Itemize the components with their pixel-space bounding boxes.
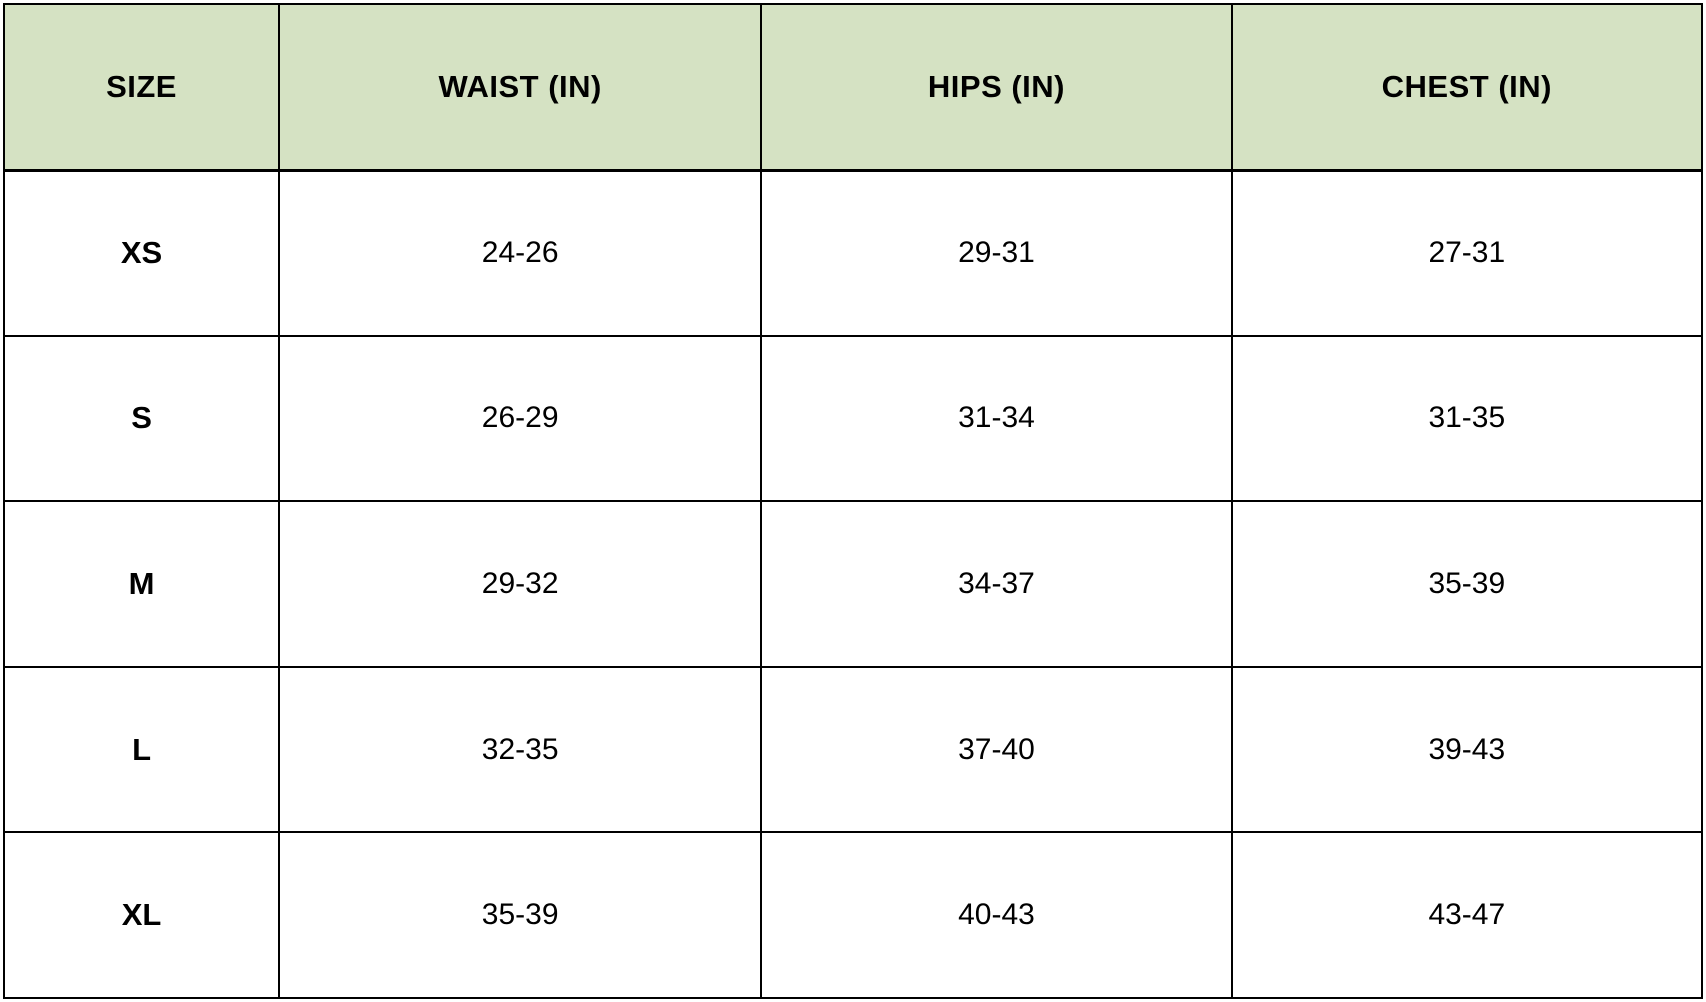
chest-value-cell: 39-43: [1230, 665, 1704, 834]
column-header-waist: WAIST (IN): [278, 3, 763, 172]
hips-value-cell: 31-34: [760, 334, 1233, 503]
table-row-xs: XS 24-26 29-31 27-31: [2, 169, 1704, 337]
table-row-m: M 29-32 34-37 35-39: [2, 500, 1704, 668]
table-row-s: S 26-29 31-34 31-35: [2, 334, 1704, 503]
waist-value-cell: 24-26: [278, 169, 763, 337]
chest-value-cell: 27-31: [1230, 169, 1704, 337]
chest-value-cell: 35-39: [1230, 500, 1704, 668]
waist-value-cell: 32-35: [278, 665, 763, 834]
column-header-size: SIZE: [2, 3, 281, 172]
hips-value-cell: 34-37: [760, 500, 1233, 668]
column-header-hips: HIPS (IN): [760, 3, 1233, 172]
column-header-chest: CHEST (IN): [1230, 3, 1704, 172]
table-body: XS 24-26 29-31 27-31 S 26-29 31-34 31-35…: [2, 169, 1704, 999]
hips-value-cell: 40-43: [760, 831, 1233, 999]
chest-value-cell: 43-47: [1230, 831, 1704, 999]
size-label-cell: S: [2, 334, 281, 503]
size-label-cell: L: [2, 665, 281, 834]
chest-value-cell: 31-35: [1230, 334, 1704, 503]
table-row-l: L 32-35 37-40 39-43: [2, 665, 1704, 834]
waist-value-cell: 35-39: [278, 831, 763, 999]
header-row: SIZE WAIST (IN) HIPS (IN) CHEST (IN): [2, 3, 1704, 172]
size-label-cell: XS: [2, 169, 281, 337]
hips-value-cell: 29-31: [760, 169, 1233, 337]
size-label-cell: M: [2, 500, 281, 668]
table-header: SIZE WAIST (IN) HIPS (IN) CHEST (IN): [2, 3, 1704, 172]
table-row-xl: XL 35-39 40-43 43-47: [2, 831, 1704, 999]
hips-value-cell: 37-40: [760, 665, 1233, 834]
size-label-cell: XL: [2, 831, 281, 999]
waist-value-cell: 29-32: [278, 500, 763, 668]
waist-value-cell: 26-29: [278, 334, 763, 503]
size-chart-table: SIZE WAIST (IN) HIPS (IN) CHEST (IN) XS …: [2, 3, 1704, 999]
